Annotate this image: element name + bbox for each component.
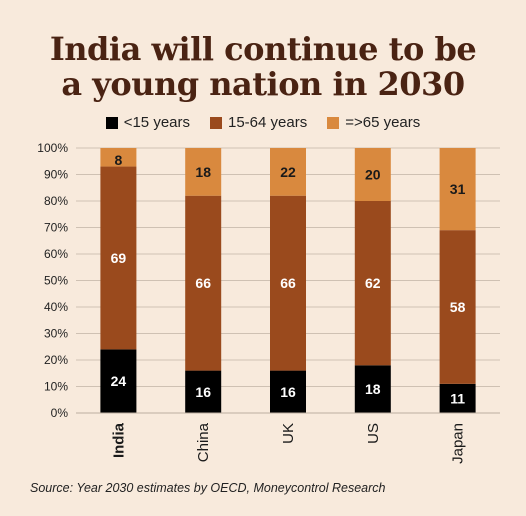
y-tick-label: 50% <box>44 274 68 288</box>
bar-segment-china-2 <box>185 148 222 196</box>
bar-segment-japan-2 <box>439 148 476 231</box>
chart-title: India will continue to be a young nation… <box>0 32 526 102</box>
bar-segment-india-0 <box>100 349 137 413</box>
data-label: 20 <box>365 167 381 183</box>
y-tick-label: 100% <box>37 141 68 155</box>
bar-segment-us-2 <box>354 148 391 201</box>
data-label: 18 <box>365 381 381 397</box>
legend-label-15-64: 15-64 years <box>228 114 308 131</box>
y-tick-label: 10% <box>44 380 68 394</box>
chart-title-line-2: a young nation in 2030 <box>61 65 465 103</box>
legend-item-under-15: <15 years <box>105 114 190 131</box>
bar-segment-japan-1 <box>439 230 476 384</box>
source-note: Source: Year 2030 estimates by OECD, Mon… <box>30 481 386 495</box>
y-tick-label: 80% <box>44 194 68 208</box>
y-tick-label: 70% <box>44 221 68 235</box>
data-label: 62 <box>365 275 381 291</box>
legend-label-under-15: <15 years <box>123 114 190 131</box>
y-tick-label: 90% <box>44 168 68 182</box>
y-tick-label: 60% <box>44 247 68 261</box>
data-label: 18 <box>195 164 211 180</box>
bar-segment-japan-0 <box>439 383 476 413</box>
data-label: 69 <box>111 250 127 266</box>
data-label: 66 <box>195 275 211 291</box>
data-label: 66 <box>280 275 296 291</box>
bar-segment-china-1 <box>185 195 222 371</box>
y-tick-label: 20% <box>44 353 68 367</box>
bar-segment-uk-2 <box>270 148 306 196</box>
data-label: 58 <box>450 299 466 315</box>
legend-swatch-65-plus <box>327 116 340 129</box>
x-category-label: US <box>365 423 382 444</box>
legend-label-65-plus: =>65 years <box>345 114 421 131</box>
data-label: 8 <box>115 152 123 168</box>
data-label: 16 <box>195 384 211 400</box>
data-label: 24 <box>111 373 127 389</box>
data-label: 16 <box>280 384 296 400</box>
legend-item-15-64: 15-64 years <box>210 114 307 131</box>
bar-segment-uk-0 <box>270 370 306 413</box>
bar-segment-china-0 <box>185 370 222 413</box>
legend-item-65-plus: =>65 years <box>327 114 420 131</box>
x-category-label: Japan <box>450 423 467 464</box>
data-label: 22 <box>280 164 296 180</box>
x-category-label: UK <box>280 423 297 444</box>
y-tick-label: 30% <box>44 327 68 341</box>
bar-segment-india-2 <box>100 148 137 167</box>
chart-legend: <15 years 15-64 years =>65 years <box>0 114 526 131</box>
data-label: 11 <box>450 390 465 406</box>
y-tick-label: 40% <box>44 300 68 314</box>
legend-swatch-15-64 <box>210 116 222 129</box>
chart-title-line-1: India will continue to be <box>49 30 477 68</box>
y-tick-label: 0% <box>51 406 69 420</box>
x-category-label: India <box>110 422 127 458</box>
bar-segment-uk-1 <box>270 195 306 371</box>
bar-segment-us-1 <box>354 201 391 366</box>
x-category-label: China <box>195 422 212 462</box>
data-label: 31 <box>450 181 466 197</box>
legend-swatch-under-15 <box>105 116 118 129</box>
bar-segment-india-1 <box>100 166 137 350</box>
bar-segment-us-0 <box>354 365 391 413</box>
